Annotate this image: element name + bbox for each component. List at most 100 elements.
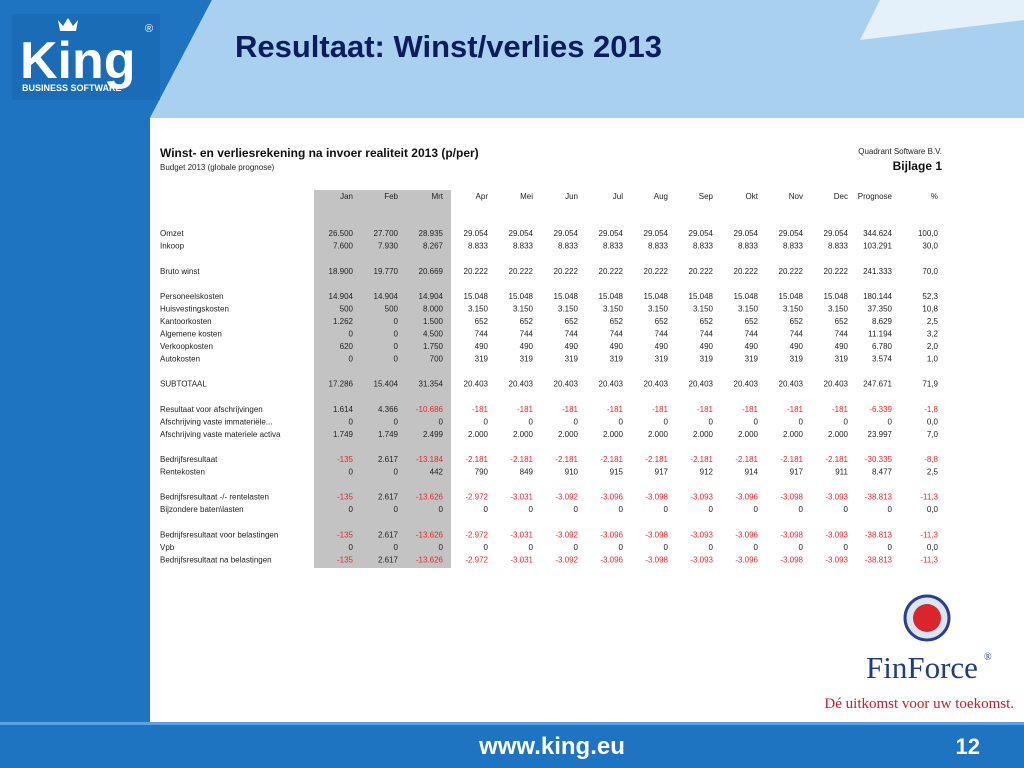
column-header: Aug — [654, 192, 668, 201]
cell-value: -2.181 — [780, 455, 803, 464]
cell-value: 20.222 — [509, 267, 534, 276]
cell-value: 0 — [754, 505, 759, 514]
cell-value: 15.048 — [779, 292, 804, 301]
cell-value: 7.930 — [378, 242, 399, 251]
cell-value: 490 — [610, 342, 624, 351]
cell-value: 18.900 — [329, 267, 354, 276]
cell-value: 15.404 — [374, 380, 399, 389]
cell-value: -3.098 — [645, 555, 668, 564]
cell-value: 2.000 — [783, 430, 804, 439]
cell-value: 20.403 — [599, 380, 624, 389]
cell-value: 14.904 — [329, 292, 354, 301]
logo-mark: ® — [145, 23, 153, 35]
cell-value: 0 — [349, 417, 354, 426]
cell-value: 103.291 — [863, 242, 892, 251]
cell-value: 180.144 — [863, 292, 892, 301]
cell-value: -3.093 — [690, 493, 713, 502]
cell-value: 2.000 — [558, 430, 579, 439]
cell-value: 0 — [888, 543, 893, 552]
column-header: Feb — [384, 192, 398, 201]
cell-value: 744 — [565, 330, 579, 339]
cell-value: 744 — [745, 330, 759, 339]
cell-value: 20.222 — [734, 267, 759, 276]
cell-value: -3.093 — [825, 530, 848, 539]
cell-value: 0 — [394, 468, 399, 477]
cell-value: -181 — [472, 405, 489, 414]
cell-value: 20.403 — [509, 380, 534, 389]
cell-value: 20.403 — [689, 380, 714, 389]
cell-value: 8.833 — [558, 242, 579, 251]
cell-value: 0,0 — [927, 417, 939, 426]
cell-value: 3.150 — [648, 304, 669, 313]
cell-value: 20.669 — [419, 267, 444, 276]
cell-value: 2.000 — [648, 430, 669, 439]
cell-value: 10,8 — [922, 304, 938, 313]
cell-value: 744 — [700, 330, 714, 339]
cell-value: 3.150 — [783, 304, 804, 313]
cell-value: 0 — [619, 543, 624, 552]
cell-value: 29.054 — [689, 229, 714, 238]
cell-value: 917 — [790, 468, 804, 477]
cell-value: -11,3 — [920, 493, 938, 502]
cell-value: 0 — [664, 543, 669, 552]
cell-value: 0 — [349, 330, 354, 339]
cell-value: 0 — [709, 505, 714, 514]
cell-value: -181 — [832, 405, 849, 414]
cell-value: 319 — [565, 355, 579, 364]
cell-value: 20.222 — [824, 267, 849, 276]
cell-value: 8.629 — [872, 317, 893, 326]
cell-value: 3.150 — [738, 304, 759, 313]
cell-value: 319 — [520, 355, 534, 364]
row-label: Bruto winst — [160, 267, 200, 276]
cell-value: 0 — [394, 543, 399, 552]
cell-value: 20.222 — [599, 267, 624, 276]
column-header: Mrt — [431, 192, 443, 201]
cell-value: 1,0 — [927, 355, 939, 364]
cell-value: 2.000 — [513, 430, 534, 439]
cell-value: 100,0 — [918, 229, 939, 238]
cell-value: -38.813 — [865, 530, 893, 539]
cell-value: 2,0 — [927, 342, 939, 351]
row-label: Bedrijfsresultaat voor belastingen — [160, 530, 278, 539]
cell-value: 8.833 — [648, 242, 669, 251]
cell-value: 3,2 — [927, 330, 939, 339]
cell-value: 23.997 — [868, 430, 893, 439]
cell-value: 29.054 — [779, 229, 804, 238]
cell-value: 0 — [888, 417, 893, 426]
cell-value: 0 — [484, 543, 489, 552]
cell-value: -181 — [607, 405, 624, 414]
cell-value: 0 — [349, 543, 354, 552]
cell-value: 744 — [475, 330, 489, 339]
cell-value: 442 — [430, 468, 444, 477]
column-header: Jun — [565, 192, 578, 201]
row-label: Algemene kosten — [160, 330, 222, 339]
cell-value: 11.194 — [868, 330, 892, 339]
cell-value: 0 — [349, 468, 354, 477]
cell-value: 1.262 — [333, 317, 354, 326]
cell-value: -3.096 — [735, 530, 758, 539]
cell-value: 0 — [529, 417, 534, 426]
cell-value: 0 — [439, 417, 444, 426]
cell-value: 914 — [745, 468, 759, 477]
cell-value: 8.833 — [513, 242, 534, 251]
cell-value: 26.500 — [329, 229, 354, 238]
cell-value: 2.000 — [828, 430, 849, 439]
cell-value: 15.048 — [554, 292, 579, 301]
cell-value: 3.574 — [872, 355, 893, 364]
cell-value: -13.626 — [416, 530, 444, 539]
row-label: Rentekosten — [160, 468, 205, 477]
cell-value: 2.617 — [378, 455, 399, 464]
cell-value: 8.833 — [603, 242, 624, 251]
cell-value: 0 — [754, 417, 759, 426]
cell-value: 0 — [664, 505, 669, 514]
cell-value: 20.403 — [779, 380, 804, 389]
cell-value: 20.403 — [554, 380, 579, 389]
cell-value: 0 — [394, 330, 399, 339]
table: Jan Feb Mrt Apr Mei Jun Jul Aug Sep Okt Nov Dec Prog… — [160, 192, 939, 564]
cell-value: -30.335 — [865, 455, 893, 464]
row-label: Resultaat voor afschrijvingen — [160, 405, 263, 414]
cell-value: 1.750 — [423, 342, 444, 351]
cell-value: 319 — [790, 355, 804, 364]
partner-mark: ® — [984, 652, 992, 663]
cell-value: 2.000 — [693, 430, 714, 439]
